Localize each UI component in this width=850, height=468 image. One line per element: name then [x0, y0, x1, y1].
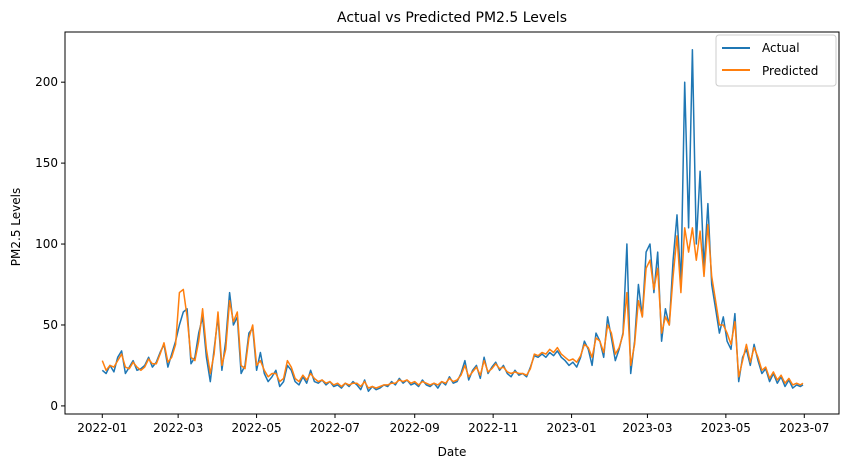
- x-axis-label: Date: [438, 445, 467, 459]
- x-axis-ticks: 2022-01 2022-03 2022-05 2022-07 2022-09 2022-…: [77, 414, 829, 435]
- legend: Actual Predicted: [715, 34, 837, 87]
- x-tick-label: 2022-05: [232, 421, 282, 435]
- y-tick-label: 0: [50, 399, 58, 413]
- legend-label-predicted: Predicted: [762, 64, 818, 78]
- y-tick-label: 150: [35, 156, 58, 170]
- x-tick-label: 2022-01: [77, 421, 127, 435]
- y-tick-label: 200: [35, 75, 58, 89]
- x-tick-label: 2022-07: [310, 421, 360, 435]
- x-tick-label: 2023-07: [779, 421, 829, 435]
- x-tick-label: 2023-01: [547, 421, 597, 435]
- x-tick-label: 2022-11: [468, 421, 518, 435]
- plot-area: [64, 31, 840, 415]
- y-axis-ticks: 0 50 100 150 200: [35, 75, 65, 413]
- x-tick-label: 2022-03: [153, 421, 203, 435]
- plot-frame: [64, 31, 840, 415]
- x-tick-label: 2023-03: [622, 421, 672, 435]
- y-tick-label: 100: [35, 237, 58, 251]
- chart-title: Actual vs Predicted PM2.5 Levels: [337, 10, 567, 26]
- legend-label-actual: Actual: [762, 41, 800, 55]
- series-layer: [101, 49, 804, 393]
- x-tick-label: 2022-09: [390, 421, 440, 435]
- series-line-actual: [101, 49, 804, 393]
- x-tick-label: 2023-05: [701, 421, 751, 435]
- series-line-predicted: [101, 223, 804, 389]
- y-tick-label: 50: [43, 318, 58, 332]
- y-axis-label: PM2.5 Levels: [9, 188, 23, 266]
